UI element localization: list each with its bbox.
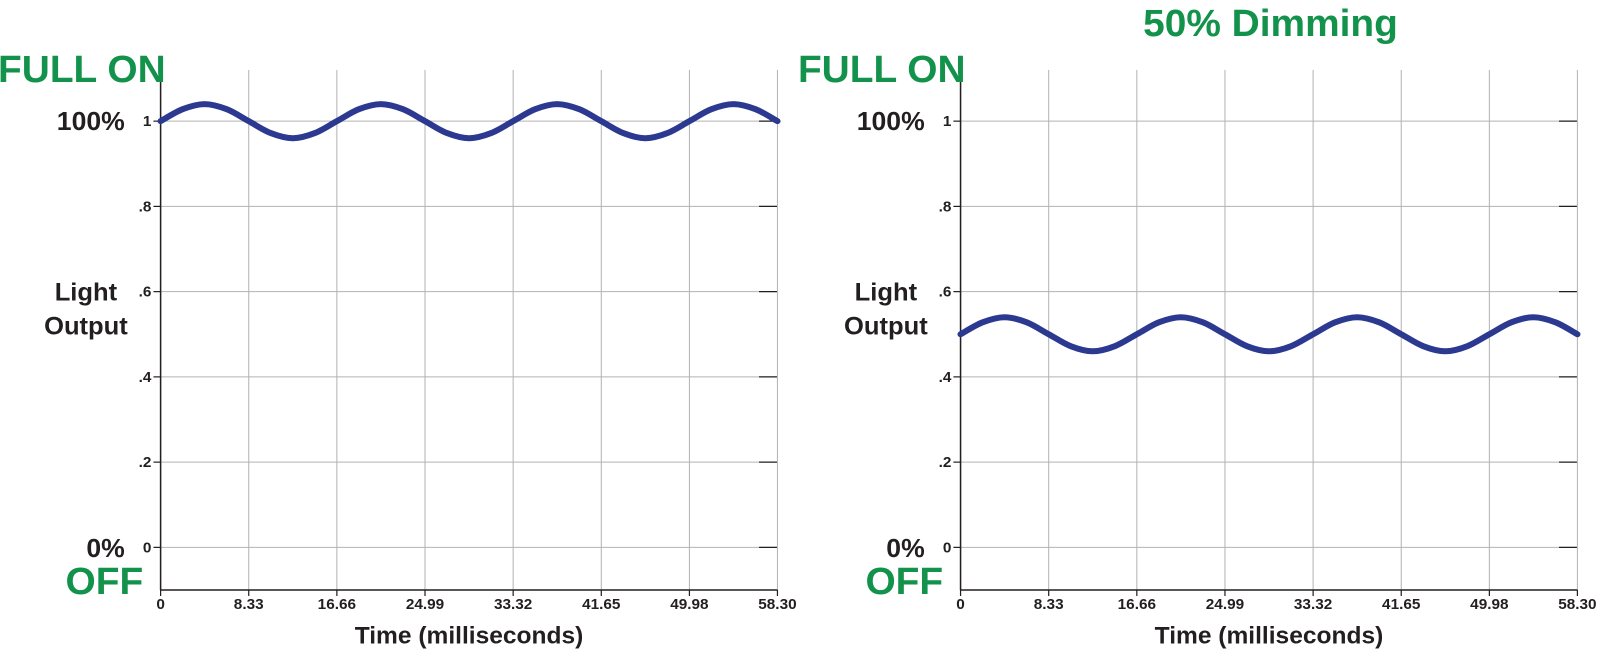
x-axis-label: Time (milliseconds) xyxy=(355,623,584,650)
annotation: FULL ON xyxy=(0,48,166,91)
y-tick-label: .6 xyxy=(139,284,152,301)
line-series xyxy=(957,314,1581,355)
x-tick-label: 58.30 xyxy=(758,596,796,613)
x-tick-label: 33.32 xyxy=(494,596,532,613)
y-tick-label: .4 xyxy=(139,369,152,386)
x-tick-label: 8.33 xyxy=(234,596,264,613)
x-tick-label: 49.98 xyxy=(670,596,708,613)
annotation: OFF xyxy=(65,560,143,603)
y-axis-label: Output xyxy=(844,313,928,341)
annotation: OFF xyxy=(865,560,943,603)
chart-title: 50% Dimming xyxy=(1143,2,1398,45)
x-axis-label: Time (milliseconds) xyxy=(1155,623,1384,650)
y-tick-label: .8 xyxy=(939,198,952,215)
x-tick-label: 16.66 xyxy=(1118,596,1156,613)
x-tick-label: 0 xyxy=(156,596,165,613)
line-series xyxy=(157,101,781,142)
y-axis-label: Light xyxy=(55,279,118,307)
y-tick-label: 0 xyxy=(143,539,152,556)
x-tick-label: 41.65 xyxy=(1382,596,1420,613)
x-tick-label: 8.33 xyxy=(1034,596,1064,613)
y-tick-label: .2 xyxy=(139,454,152,471)
annotation: 100% xyxy=(857,106,925,136)
y-tick-label: 0 xyxy=(943,539,952,556)
y-tick-label: .2 xyxy=(939,454,952,471)
x-tick-label: 33.32 xyxy=(1294,596,1332,613)
x-tick-label: 0 xyxy=(956,596,965,613)
annotation: FULL ON xyxy=(798,48,966,91)
y-tick-label: 1 xyxy=(143,113,152,130)
annotation: 100% xyxy=(57,106,125,136)
annotation: 0% xyxy=(886,533,924,563)
x-tick-label: 24.99 xyxy=(406,596,444,613)
y-tick-label: .6 xyxy=(939,284,952,301)
y-axis-label: Light xyxy=(855,279,918,307)
y-tick-label: .4 xyxy=(939,369,952,386)
y-tick-label: .8 xyxy=(139,198,152,215)
x-tick-label: 41.65 xyxy=(582,596,620,613)
x-tick-label: 58.30 xyxy=(1558,596,1596,613)
y-tick-label: 1 xyxy=(943,113,952,130)
x-tick-label: 24.99 xyxy=(1206,596,1244,613)
x-tick-label: 49.98 xyxy=(1470,596,1508,613)
x-tick-label: 16.66 xyxy=(318,596,356,613)
annotation: 0% xyxy=(86,533,124,563)
y-axis-label: Output xyxy=(44,313,128,341)
